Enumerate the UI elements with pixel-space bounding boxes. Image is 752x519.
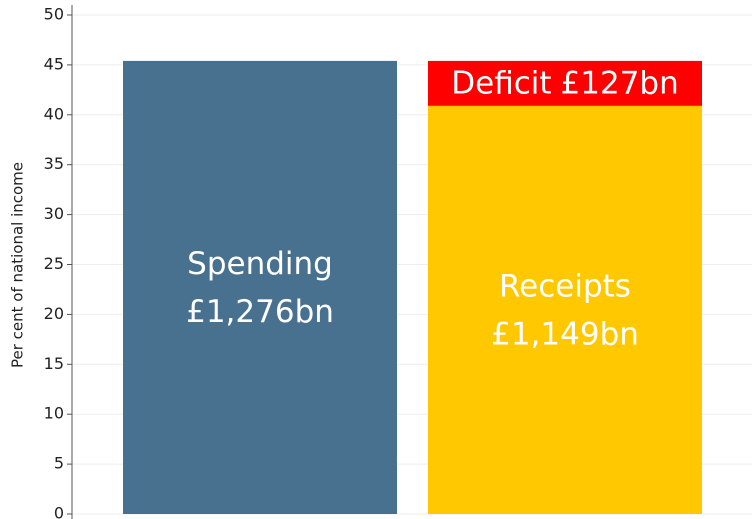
y-tick-label: 25 xyxy=(44,254,64,273)
bar-amount: £1,276bn xyxy=(186,294,334,330)
bar-label: Receipts xyxy=(499,268,631,304)
y-tick-label: 15 xyxy=(44,354,64,373)
bar-label-name: Deficit xyxy=(451,65,551,101)
y-tick-label: 30 xyxy=(44,204,64,223)
y-tick-label: 10 xyxy=(44,404,64,423)
bar xyxy=(123,60,397,515)
bar-label: Spending xyxy=(187,246,333,282)
y-tick-label: 5 xyxy=(54,454,64,473)
bar-amount: £127bn xyxy=(561,65,679,101)
y-tick-label: 20 xyxy=(44,304,64,323)
y-tick-label: 50 xyxy=(44,5,64,24)
bar-label: Deficit £127bn xyxy=(451,65,679,101)
y-tick-label: 35 xyxy=(44,154,64,173)
y-axis-label: Per cent of national income xyxy=(9,162,27,368)
bar-amount: £1,149bn xyxy=(491,316,639,352)
y-tick-label: 45 xyxy=(44,54,64,73)
bar xyxy=(428,60,702,106)
y-tick-label: 40 xyxy=(44,104,64,123)
bar xyxy=(428,105,702,515)
y-tick-label: 0 xyxy=(54,504,64,519)
